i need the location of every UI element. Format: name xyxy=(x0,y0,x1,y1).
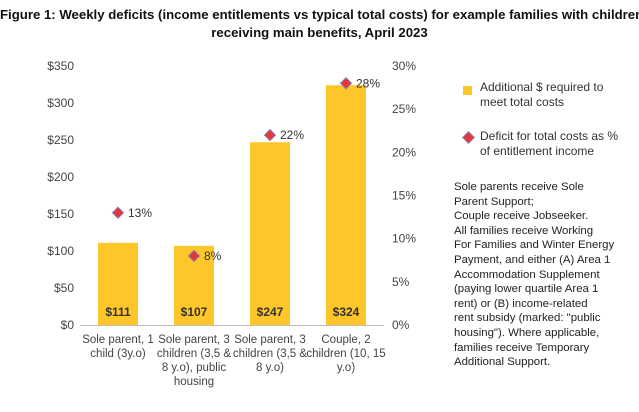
note-line: Couple receive Jobseeker. xyxy=(454,210,589,223)
y-left-tick-label: $0 xyxy=(61,318,75,332)
legend-bar-label-line-1: Additional $ required to xyxy=(480,80,604,94)
category-label: children (3,5 & xyxy=(157,348,231,360)
bar xyxy=(326,85,366,326)
y-right-tick-label: 15% xyxy=(392,189,416,203)
y-right-tick-label: 20% xyxy=(392,145,416,159)
figure-title: Figure 1: Weekly deficits (income entitl… xyxy=(0,6,639,42)
y-right-tick-label: 10% xyxy=(392,232,416,246)
y-left-tick-label: $100 xyxy=(47,244,74,258)
note-line: rent) or (B) income-related xyxy=(454,297,588,310)
legend-bar-swatch xyxy=(463,86,472,95)
y-left-tick-label: $350 xyxy=(47,59,74,73)
bar-value-label: $107 xyxy=(181,305,208,319)
note-line: housing"). Where applicable, xyxy=(454,326,600,339)
percent-marker xyxy=(339,77,353,90)
legend-bar-label: Additional $ required to meet total cost… xyxy=(480,80,603,110)
percent-label: 13% xyxy=(128,206,152,220)
y-left-tick-label: $250 xyxy=(47,133,74,147)
category-label: 8 y.o), public xyxy=(162,362,227,374)
category-label: children (10, 15 xyxy=(306,348,385,360)
legend-bar-label-line-2: meet total costs xyxy=(480,95,565,109)
percent-label: 8% xyxy=(204,249,222,263)
y-right-tick-label: 30% xyxy=(392,59,416,73)
y-right-tick-label: 25% xyxy=(392,102,416,116)
bar xyxy=(98,242,138,325)
category-label: housing xyxy=(174,376,214,388)
bar-value-label: $324 xyxy=(333,305,360,319)
percent-marker xyxy=(187,249,201,263)
legend-diamond-label: Deficit for total costs as % of entitlem… xyxy=(480,129,618,159)
category-label: 8 y.o) xyxy=(256,362,284,374)
title-line-1: Figure 1: Weekly deficits (income entitl… xyxy=(0,7,639,22)
category-label: Sole parent, 1 xyxy=(82,334,154,346)
note-line: families receive Temporary xyxy=(454,341,590,354)
category-label: Couple, 2 xyxy=(321,334,370,346)
category-label: child (3y.o) xyxy=(90,348,146,360)
title-line-2: receiving main benefits, April 2023 xyxy=(211,25,428,40)
note-line: Sole parents receive Sole xyxy=(454,181,584,193)
percent-label: 22% xyxy=(280,128,304,142)
note-line: All families receive Working xyxy=(454,224,594,237)
note-line: (paying lower quartile Area 1 xyxy=(454,283,599,296)
percent-marker xyxy=(111,206,125,219)
y-right-tick-label: 0% xyxy=(392,318,410,332)
category-label: Sole parent, 3 xyxy=(234,334,306,346)
note-line: Accommodation Supplement xyxy=(454,268,600,281)
bar xyxy=(250,142,290,325)
y-left-tick-label: $50 xyxy=(54,281,74,295)
legend-diamond-label-line-2: of entitlement income xyxy=(480,144,595,158)
category-label: Sole parent, 3 xyxy=(158,334,230,346)
method-note: Sole parents receive Sole Parent Support… xyxy=(454,180,634,370)
bar-value-label: $247 xyxy=(257,305,284,319)
percent-label: 28% xyxy=(356,76,380,90)
category-label: children (3,5 & xyxy=(233,348,307,360)
note-line: rent subsidy (marked: "public xyxy=(454,312,601,325)
y-left-tick-label: $200 xyxy=(47,170,74,184)
y-left-tick-label: $150 xyxy=(47,207,74,221)
y-left-tick-label: $300 xyxy=(47,96,74,110)
y-right-tick-label: 5% xyxy=(392,275,410,289)
percent-marker xyxy=(263,128,277,142)
note-line: Parent Support; xyxy=(454,195,534,208)
note-line: For Families and Winter Energy xyxy=(454,239,615,252)
category-label: y.o) xyxy=(337,362,355,374)
note-line: Payment, and either (A) Area 1 xyxy=(454,253,611,266)
legend-diamond-label-line-1: Deficit for total costs as % xyxy=(480,129,619,143)
bar-value-label: $111 xyxy=(105,305,131,319)
note-line: Additional Support. xyxy=(454,356,551,369)
